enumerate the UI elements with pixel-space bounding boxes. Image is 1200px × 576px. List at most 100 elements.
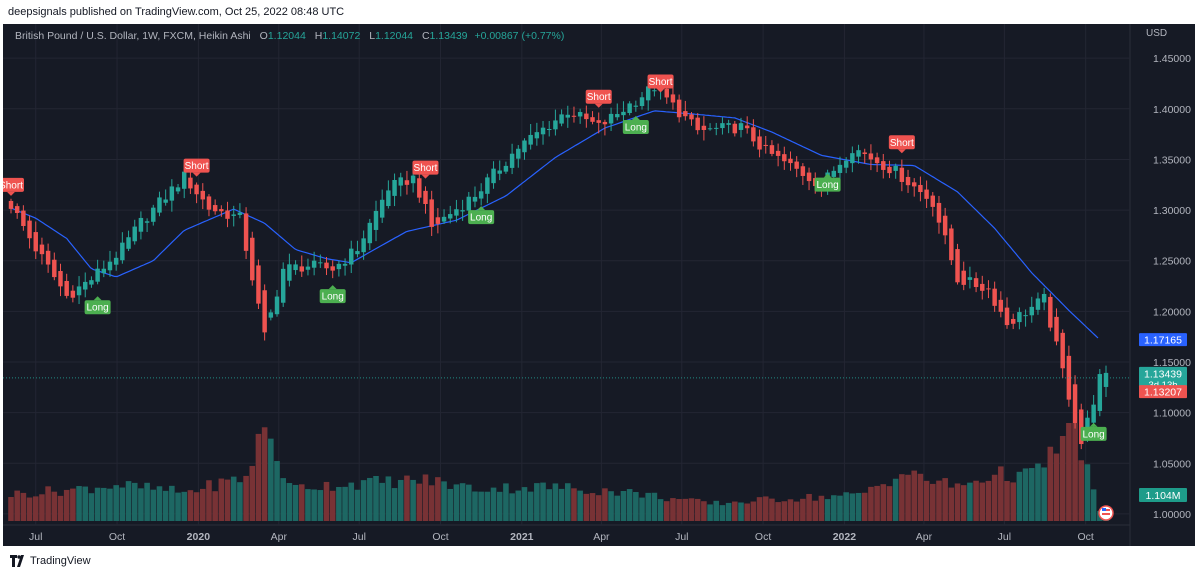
- price-chart[interactable]: 1.45000 1.40000 1.35000 1.30000 1.25000 1.200…: [3, 24, 1195, 546]
- volume-bar: [280, 478, 286, 521]
- candle-body: [992, 288, 997, 306]
- x-tick-label: 2020: [187, 531, 211, 543]
- candle: [744, 116, 750, 134]
- candle-body: [188, 177, 193, 189]
- candle-body: [70, 290, 76, 298]
- signal-box: [319, 289, 346, 304]
- candle-body: [546, 128, 552, 130]
- candle: [806, 167, 812, 191]
- candle: [967, 266, 973, 289]
- volume-bar: [719, 505, 726, 521]
- volume-bar: [923, 480, 930, 521]
- candle: [775, 143, 781, 167]
- volume-bar: [1022, 468, 1029, 521]
- volume-bar: [447, 488, 454, 521]
- volume-bar: [206, 480, 212, 521]
- signal-pointer: [328, 285, 337, 290]
- volume-bar: [1053, 453, 1060, 521]
- volume-bar: [107, 488, 113, 521]
- volume-bar: [181, 491, 188, 521]
- volume-bar: [57, 495, 64, 521]
- candle: [676, 94, 682, 123]
- volume-bar: [1047, 446, 1054, 521]
- price-axis-label: 1.17165: [1139, 333, 1187, 347]
- candle: [949, 224, 954, 265]
- candle: [274, 289, 280, 317]
- chart-background: [3, 24, 1195, 546]
- candle: [225, 201, 230, 228]
- tradingview-brand: TradingView: [30, 555, 91, 567]
- volume-bar: [156, 486, 163, 521]
- candle: [695, 113, 700, 135]
- candle-body: [899, 167, 905, 182]
- volume-bar: [657, 499, 664, 521]
- candle-body: [639, 97, 645, 107]
- chart-area[interactable]: 1.45000 1.40000 1.35000 1.30000 1.25000 1.200…: [3, 24, 1195, 546]
- candle-body: [478, 191, 484, 199]
- candle-body: [367, 222, 373, 244]
- candle-body: [608, 113, 614, 124]
- candle: [144, 218, 150, 232]
- y-tick-label: 1.05000: [1153, 458, 1191, 470]
- candle: [584, 105, 589, 128]
- signal-text: Short: [414, 163, 438, 174]
- signal-box: [468, 210, 495, 225]
- volume-axis-label: 1.104M: [1139, 488, 1187, 502]
- candle: [52, 252, 57, 281]
- signal-box: [3, 177, 24, 192]
- volume-bar: [1078, 460, 1085, 521]
- candle-body: [893, 165, 898, 171]
- x-tick-label: 2021: [510, 531, 534, 543]
- candle: [874, 152, 880, 173]
- candle: [256, 259, 261, 310]
- candle-body: [701, 125, 707, 130]
- candle: [126, 230, 131, 252]
- candle-body: [509, 153, 515, 168]
- volume-bar: [1059, 435, 1066, 521]
- candle: [546, 120, 552, 137]
- candle-body: [175, 187, 181, 192]
- candle: [324, 256, 329, 276]
- volume-bar: [88, 493, 95, 521]
- volume-bar: [620, 491, 627, 521]
- candle-body: [181, 171, 187, 189]
- close-value: 1.13439: [429, 30, 468, 42]
- candle: [76, 276, 82, 305]
- volume-bar: [311, 489, 317, 521]
- candle: [1004, 297, 1010, 329]
- candle-body: [274, 296, 280, 315]
- candle-body: [1091, 404, 1096, 423]
- volume-bar: [732, 501, 738, 521]
- candle: [850, 146, 855, 173]
- candle-body: [1023, 315, 1028, 317]
- volume-bar: [261, 427, 268, 521]
- candle: [738, 117, 744, 138]
- candle-body: [225, 210, 230, 219]
- candle-body: [615, 114, 620, 118]
- x-tick-label: Apr: [593, 531, 610, 543]
- candle-body: [553, 120, 558, 130]
- candle-body: [33, 232, 38, 252]
- volume-bar: [187, 490, 194, 521]
- x-tick-label: Jul: [998, 531, 1011, 543]
- candle: [64, 273, 69, 299]
- signal-text: Long: [322, 292, 344, 303]
- footer: TradingView: [0, 546, 1200, 576]
- volume-bar: [948, 487, 955, 521]
- volume-bar: [70, 488, 76, 521]
- candle: [448, 205, 453, 224]
- volume-bar: [484, 491, 491, 521]
- candle-body: [355, 251, 360, 255]
- volume-bar: [583, 493, 590, 521]
- x-tick-label: Jul: [675, 531, 688, 543]
- x-tick-label: Apr: [271, 531, 288, 543]
- candle-body: [775, 150, 781, 156]
- candle-body: [144, 221, 150, 223]
- us-flag-event-icon: [1098, 505, 1114, 521]
- candle: [980, 275, 985, 300]
- volume-bar: [750, 501, 757, 521]
- candle: [45, 243, 51, 273]
- short-signal-label: Short: [647, 74, 674, 93]
- candle: [138, 211, 144, 240]
- candle: [89, 276, 94, 288]
